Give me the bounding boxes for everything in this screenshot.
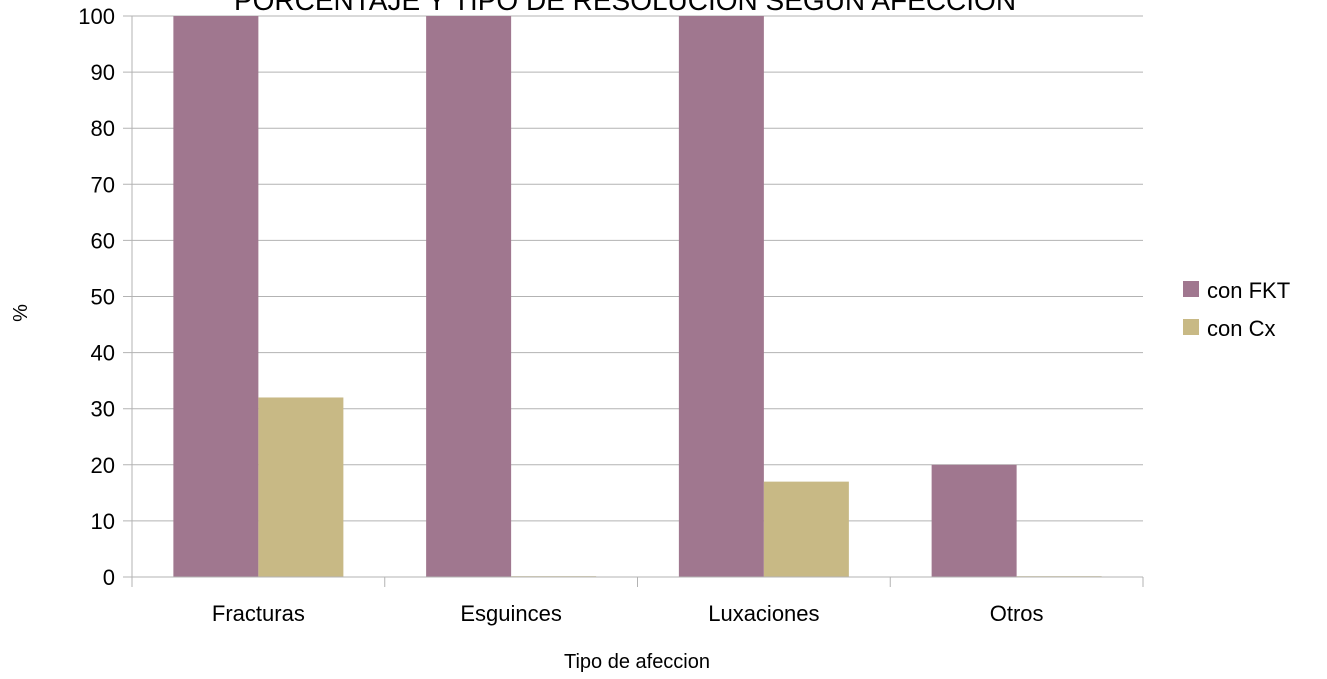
legend-swatch: [1183, 319, 1199, 335]
bar-con-fkt-esguinces: [426, 16, 512, 577]
bars: [173, 16, 1102, 577]
x-axis-label: Tipo de afeccion: [564, 651, 710, 673]
x-tick-label: Esguinces: [460, 601, 562, 626]
bar-con-fkt-luxaciones: [678, 16, 764, 577]
bar-con-cx-fracturas: [258, 397, 344, 577]
legend: con FKT con Cx: [1183, 278, 1290, 341]
legend-swatch: [1183, 281, 1199, 297]
y-tick-label: 90: [91, 60, 115, 85]
legend-label: con Cx: [1207, 316, 1275, 341]
y-tick-label: 0: [103, 565, 115, 590]
legend-label: con FKT: [1207, 278, 1290, 303]
y-tick-label: 80: [91, 116, 115, 141]
y-tick-label: 30: [91, 397, 115, 422]
bar-con-cx-luxaciones: [763, 481, 849, 577]
y-tick-label: 60: [91, 228, 115, 253]
y-tick-label: 10: [91, 509, 115, 534]
bar-con-fkt-fracturas: [173, 16, 259, 577]
y-tick-label: 40: [91, 341, 115, 366]
y-tick-labels: 0 10 20 30 40 50 60 70 80 90 100: [78, 4, 115, 590]
x-tick-labels: Fracturas Esguinces Luxaciones Otros: [212, 601, 1044, 626]
y-tick-label: 20: [91, 453, 115, 478]
y-tick-label: 50: [91, 285, 115, 310]
axes: [131, 16, 1144, 587]
y-axis-label: %: [10, 304, 32, 322]
x-tick-label: Luxaciones: [708, 601, 819, 626]
y-tick-label: 70: [91, 172, 115, 197]
y-tick-label: 100: [78, 4, 115, 29]
x-tick-label: Fracturas: [212, 601, 305, 626]
x-tick-label: Otros: [990, 601, 1044, 626]
chart-title: PORCENTAJE Y TIPO DE RESOLUCION SEGUN AF…: [234, 0, 1016, 16]
bar-con-fkt-otros: [931, 464, 1017, 577]
